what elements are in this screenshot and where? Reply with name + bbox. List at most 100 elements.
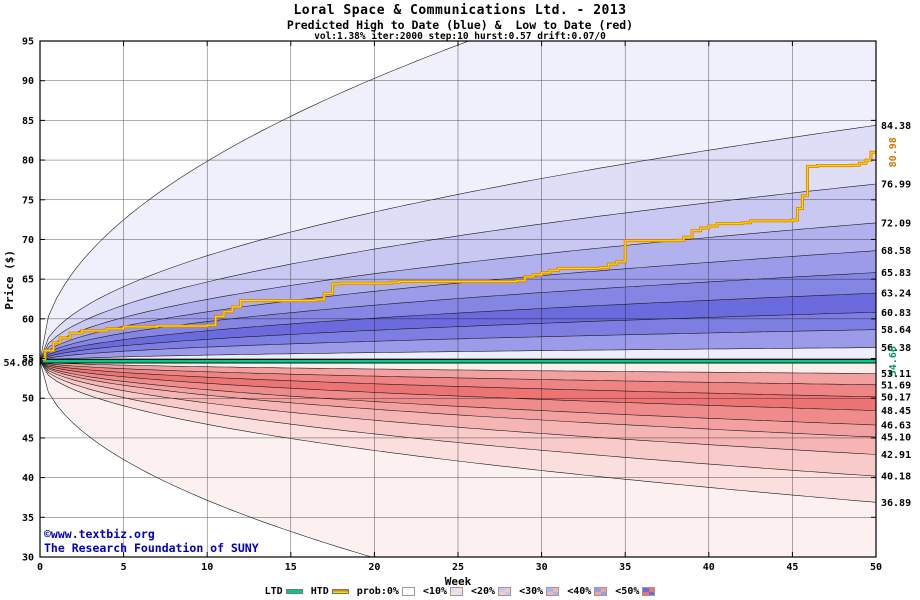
legend-label: <20% [471, 586, 496, 597]
high-band-9 [40, 41, 876, 362]
tick-marks [39, 40, 877, 558]
probability-band-swatch [498, 587, 512, 596]
right-price-label: 54.66 [888, 346, 899, 376]
swatch-quadrant [552, 588, 559, 592]
plot-area [40, 41, 876, 557]
y-tick-label: 75 [22, 195, 34, 206]
legend-item-10: <10% [423, 586, 463, 597]
swatch-quadrant [648, 591, 655, 595]
right-price-label: 40.18 [881, 472, 911, 483]
legend-label: <10% [422, 586, 447, 597]
probability-band-swatch [642, 587, 656, 596]
x-tick-label: 5 [121, 562, 127, 573]
y-tick-label: 45 [22, 433, 34, 444]
right-price-label: 45.10 [881, 433, 911, 444]
x-tick-label: 15 [285, 562, 297, 573]
legend-label: HTD [310, 586, 329, 597]
legend-label: <30% [519, 586, 544, 597]
htd-line-swatch [331, 589, 349, 594]
grid-lines [40, 41, 876, 557]
swatch-quadrant [600, 588, 607, 592]
x-tick-label: 20 [368, 562, 380, 573]
swatch-quadrant [499, 588, 505, 592]
swatch-quadrant [504, 591, 511, 595]
right-price-label: 68.58 [881, 246, 911, 257]
watermark: ©www.textbiz.org The Research Foundation… [44, 527, 259, 555]
swatch-quadrant [643, 591, 649, 595]
watermark-org: The Research Foundation of SUNY [44, 541, 259, 555]
right-price-labels: 84.38 80.98 76.99 72.09 68.58 65.83 63.24 60.83… [881, 121, 911, 509]
legend-item-20: <20% [471, 586, 512, 597]
right-price-label: 51.69 [881, 380, 911, 391]
legend-item-30: <30% [519, 586, 560, 597]
swatch-quadrant [595, 588, 601, 592]
x-tick-label: 0 [37, 562, 43, 573]
ltd-line-swatch [285, 589, 303, 594]
low-band-9 [40, 361, 876, 557]
legend-label: prob:0% [356, 586, 399, 597]
low-band-8 [40, 361, 876, 503]
legend-item-ltd: LTD [265, 586, 303, 597]
x-tick-labels: 0 5 10 15 20 25 30 35 40 45 50 [37, 562, 882, 573]
right-price-label: 60.83 [881, 308, 911, 319]
legend: LTD HTD prob:0% <10% <20% <30% <40% <50% [0, 586, 920, 597]
probability-band-swatch [401, 587, 415, 596]
band-boundary-curves [40, 41, 876, 557]
chart-title: Loral Space & Communications Ltd. - 2013 [293, 3, 627, 18]
swatch-quadrant [547, 588, 553, 592]
probability-band-swatch [594, 587, 608, 596]
low-band-5 [40, 361, 876, 438]
y-axis-title: Price ($) [3, 250, 16, 310]
x-tick-label: 25 [452, 562, 464, 573]
y-tick-label: 50 [22, 394, 34, 405]
low-band-7 [40, 361, 876, 477]
y-tick-labels: 30 35 40 45 50 55 60 65 70 75 80 85 90 95 [22, 37, 34, 564]
high-band-8 [40, 125, 876, 362]
y-tick-label: 70 [22, 235, 34, 246]
legend-item-40: <40% [567, 586, 608, 597]
swatch-quadrant [547, 591, 553, 595]
right-price-label: 48.45 [881, 406, 911, 417]
swatch-quadrant [504, 588, 511, 592]
chart-subtitle: Predicted High to Date (blue) & Low to D… [286, 18, 634, 32]
y-tick-label: 30 [22, 553, 34, 564]
legend-item-50: <50% [615, 586, 656, 597]
swatch-quadrant [552, 591, 559, 595]
x-tick-label: 10 [201, 562, 213, 573]
high-band-4 [40, 272, 876, 362]
high-band-3 [40, 293, 876, 362]
right-price-label: 58.64 [881, 325, 911, 336]
swatch-quadrant [451, 591, 457, 595]
swatch-quadrant [451, 588, 457, 592]
y-tick-label: 60 [22, 314, 34, 325]
swatch-quadrant [402, 591, 409, 595]
right-price-label: 42.91 [881, 450, 911, 461]
probability-band-swatch [546, 587, 560, 596]
x-tick-label: 40 [703, 562, 715, 573]
legend-label: <40% [567, 586, 592, 597]
right-price-label: 76.99 [881, 180, 911, 191]
right-price-label: 65.83 [881, 268, 911, 279]
x-tick-label: 30 [536, 562, 548, 573]
x-axis-title: Week [444, 575, 472, 588]
right-price-label: 84.38 [881, 121, 911, 132]
high-band-7 [40, 184, 876, 362]
legend-item-prob0: prob:0% [357, 586, 415, 597]
high-band-5 [40, 250, 876, 362]
x-tick-label: 50 [870, 562, 882, 573]
legend-label: LTD [264, 586, 283, 597]
y-tick-label: 80 [22, 156, 34, 167]
right-price-label: 53.11 [881, 369, 911, 380]
watermark-site: ©www.textbiz.org [44, 527, 155, 541]
swatch-quadrant [408, 591, 414, 595]
chart-parameters: vol:1.38% iter:2000 step:10 hurst:0.57 d… [314, 31, 606, 42]
probability-band-swatch [450, 587, 463, 596]
swatch-quadrant [456, 591, 462, 595]
swatch-quadrant [643, 588, 649, 592]
swatch-quadrant [600, 591, 607, 595]
y-tick-label: 85 [22, 116, 34, 127]
right-price-label: 46.63 [881, 421, 911, 432]
y-tick-label: 55 [22, 354, 34, 365]
low-band-6 [40, 361, 876, 455]
